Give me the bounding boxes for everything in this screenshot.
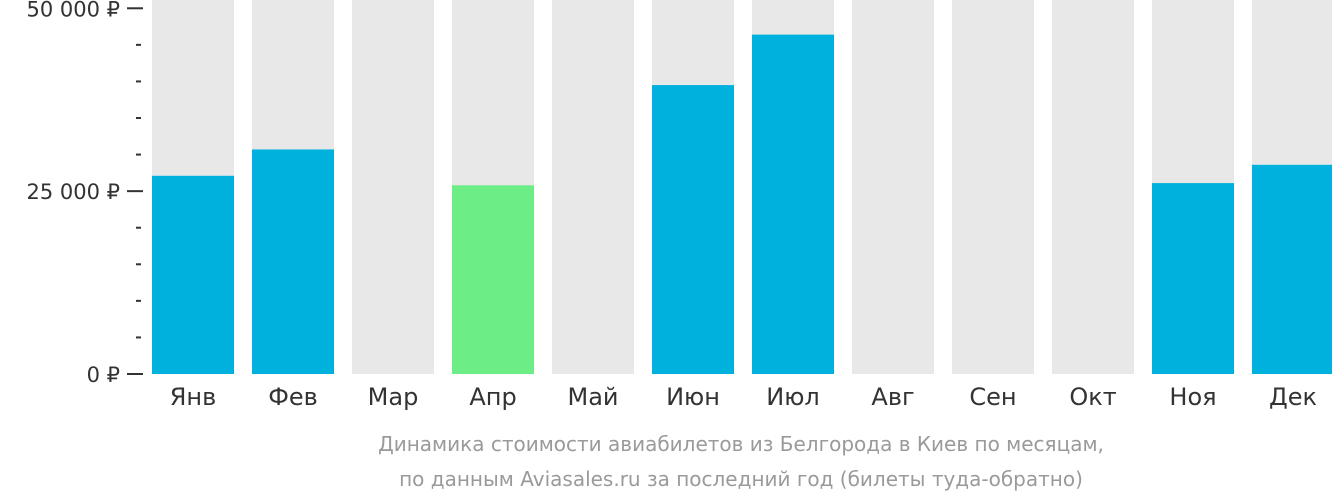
price-bar-chart: Янв Фев Мар Апр Май Июн Июл Авг Сен Окт Ноя Дек 0 ₽ 2… bbox=[26, 0, 1332, 411]
y-tick-label: 0 ₽ bbox=[87, 363, 120, 387]
bar-background-5 bbox=[552, 0, 634, 374]
bar-background-10 bbox=[1052, 0, 1134, 374]
x-tick-label: Янв bbox=[170, 383, 217, 411]
bar-4 bbox=[452, 185, 534, 374]
chart-subtitle: по данным Aviasales.ru за последний год … bbox=[399, 467, 1083, 491]
bar-12 bbox=[1252, 164, 1332, 374]
x-tick-label: Окт bbox=[1069, 383, 1116, 411]
bar-background-8 bbox=[852, 0, 934, 374]
bar-6 bbox=[652, 85, 734, 374]
bar-background-9 bbox=[952, 0, 1034, 374]
x-tick-label: Июл bbox=[766, 383, 820, 411]
x-tick-label: Авг bbox=[871, 383, 914, 411]
x-tick-label: Май bbox=[567, 383, 618, 411]
chart-title: Динамика стоимости авиабилетов из Белгор… bbox=[378, 432, 1104, 456]
y-tick-label: 25 000 ₽ bbox=[26, 180, 120, 204]
y-tick-label: 50 000 ₽ bbox=[26, 0, 120, 21]
x-tick-label: Фев bbox=[268, 383, 318, 411]
bar-background-3 bbox=[352, 0, 434, 374]
bar-11 bbox=[1152, 183, 1234, 374]
x-tick-label: Мар bbox=[368, 383, 419, 411]
x-tick-label: Дек bbox=[1269, 383, 1317, 411]
bar-1 bbox=[152, 175, 234, 374]
x-tick-label: Ноя bbox=[1169, 383, 1216, 411]
x-tick-label: Июн bbox=[666, 383, 720, 411]
bar-7 bbox=[752, 34, 834, 375]
bar-2 bbox=[252, 149, 334, 374]
x-tick-label: Сен bbox=[969, 383, 1016, 411]
x-tick-label: Апр bbox=[469, 383, 516, 411]
